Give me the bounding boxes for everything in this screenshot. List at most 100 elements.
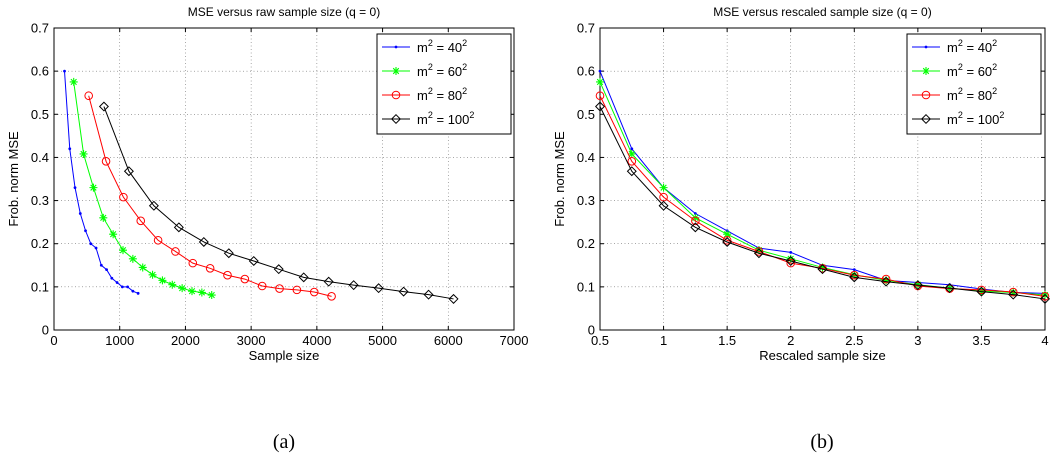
legend-label: m2 = 602 [417,62,467,79]
data-point [723,230,732,239]
data-point [595,91,605,101]
data-point [448,293,459,304]
figure-caption: (a) [273,431,295,453]
data-point [659,183,668,192]
legend-entry: m2 = 402 [382,38,467,55]
data-point [99,263,103,267]
data-point [882,276,891,285]
data-point [248,255,259,266]
data-point [168,280,177,289]
series-line [103,106,454,300]
data-point [153,235,163,245]
legend-entry: m2 = 1002 [912,110,1004,127]
data-point [94,246,98,250]
x-tick-label: 4000 [302,333,331,348]
series-line [599,95,1046,297]
data-point [138,263,147,272]
legend-entry: m2 = 602 [912,62,997,79]
data-point [693,212,697,215]
data-point [131,289,135,293]
data-point [188,258,198,268]
data-point [912,280,923,291]
x-tick-label: 5000 [368,333,397,348]
data-point [136,291,140,295]
data-point [754,246,763,255]
legend-entry: m2 = 402 [912,38,997,55]
data-point [99,213,108,222]
data-point [173,222,184,233]
data-point [753,248,764,259]
data-point [148,270,157,279]
data-point [240,274,250,284]
y-tick-label: 0.2 [31,236,49,251]
data-point [78,212,82,215]
x-tick-label: 2.5 [845,333,863,348]
data-point [207,291,216,300]
y-axis-label: Frob. norm MSE [6,131,21,227]
y-tick-label: 0.2 [577,236,595,251]
chart-panel-2: 0.5 1 1.5 2 2.5 3 3.5 4 0 0.1 0.2 0.3 0.4 0.5 0.6 0.7 MS… [552,5,1051,453]
data-point [128,254,137,263]
data-point [292,285,302,295]
data-point [691,216,700,226]
data-point [977,285,986,295]
data-point [188,287,196,296]
series-line [599,106,1046,300]
x-tick-label: 1.5 [718,333,736,348]
legend: m2 = 402 m2 = 602 m2 = 802 m2 = 1002 [376,33,512,135]
data-point [89,242,93,246]
legend-label: m2 = 802 [417,86,467,103]
data-point [789,250,793,254]
data-point [73,186,77,190]
legend-label: m2 = 1002 [417,110,474,127]
x-tick-label: 2 [787,333,794,348]
data-point [171,247,180,256]
x-tick-label: 1 [660,333,667,348]
data-point [630,147,634,151]
data-point [722,236,733,247]
data-point [178,284,187,293]
axes-box [599,27,1046,331]
series-4 [98,101,459,304]
data-point [205,264,215,273]
legend-entry: m2 = 802 [912,86,997,103]
data-point [257,281,267,291]
data-point [126,285,129,289]
data-point [298,272,309,283]
y-tick-label: 0.7 [577,21,595,36]
data-point [273,264,284,275]
data-point [89,183,98,192]
data-point [786,258,796,268]
x-tick-label: 3 [914,333,921,348]
data-point [423,289,434,300]
data-point [785,255,796,266]
data-point [323,276,334,287]
data-point [63,69,66,73]
data-point [197,288,206,297]
data-point [881,274,891,284]
legend-marker [394,45,398,49]
data-point [105,268,108,271]
data-point [690,222,701,233]
data-point [849,272,860,283]
data-point [123,166,134,177]
x-axis-label: Sample size [249,348,320,363]
data-point [79,149,88,158]
data-point [627,157,637,166]
legend-label: m2 = 402 [947,38,997,55]
series-2 [69,77,216,300]
x-tick-label: 3000 [237,333,266,348]
y-tick-label: 0.5 [577,107,595,122]
data-point [658,200,669,211]
data-point [223,248,234,259]
data-point [119,246,127,255]
y-axis-label: Frob. norm MSE [552,131,567,227]
data-point [68,147,72,151]
data-point [818,263,827,272]
data-point [849,270,859,280]
data-point [198,236,209,247]
y-tick-label: 0.7 [31,21,49,36]
y-tick-label: 0.6 [577,64,595,79]
data-point [786,254,795,263]
data-point [1008,289,1019,300]
